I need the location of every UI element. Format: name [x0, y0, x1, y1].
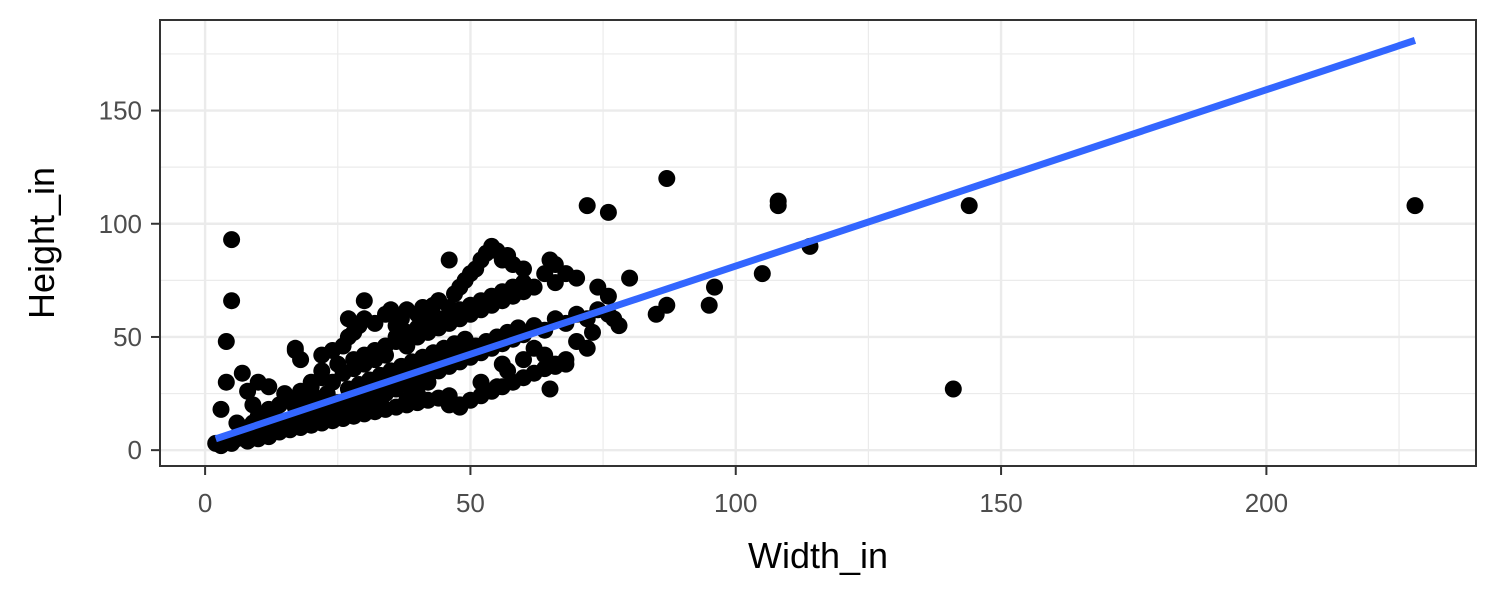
- data-point: [212, 400, 230, 418]
- data-point: [1406, 197, 1424, 215]
- data-point: [706, 278, 723, 296]
- data-point: [525, 278, 543, 296]
- data-point: [599, 287, 617, 305]
- data-point: [568, 333, 586, 350]
- x-tick-label: 100: [714, 488, 757, 518]
- data-point: [605, 310, 623, 328]
- panel-border: [159, 19, 1477, 467]
- data-point: [541, 380, 559, 398]
- data-point: [456, 330, 474, 348]
- data-point: [440, 251, 458, 269]
- data-point: [578, 197, 596, 215]
- data-point: [398, 391, 416, 409]
- data-point: [769, 197, 787, 215]
- x-tick-label: 150: [979, 488, 1022, 518]
- trend-line-group: [214, 37, 1417, 443]
- data-point: [286, 342, 304, 359]
- data-point: [223, 292, 241, 310]
- y-tick-label: 150: [99, 96, 142, 126]
- data-point: [753, 265, 771, 283]
- data-point: [557, 355, 575, 373]
- data-point: [217, 333, 235, 350]
- y-tick-label: 100: [99, 209, 142, 239]
- data-point: [223, 231, 241, 249]
- data-point: [700, 296, 718, 314]
- data-point: [472, 373, 490, 391]
- data-point: [515, 260, 532, 278]
- data-points: [207, 170, 1424, 455]
- data-point: [493, 355, 511, 373]
- data-point: [313, 346, 331, 364]
- data-point: [313, 362, 331, 380]
- x-axis-title: Width_in: [748, 535, 888, 576]
- x-tick-label: 0: [198, 488, 212, 518]
- data-point: [944, 380, 962, 398]
- data-point: [217, 373, 235, 391]
- y-tick-label: 50: [113, 322, 142, 352]
- y-axis-title: Height_in: [21, 167, 62, 319]
- minor-gridlines: [160, 20, 1476, 466]
- x-axis: 0 50 100 150 200: [198, 466, 1288, 518]
- data-point: [525, 339, 543, 357]
- data-point: [355, 292, 373, 310]
- data-point: [233, 364, 251, 382]
- data-point: [339, 310, 357, 328]
- data-point: [377, 346, 394, 364]
- data-point: [584, 323, 601, 341]
- data-point: [260, 378, 278, 396]
- y-tick-label: 0: [128, 435, 142, 465]
- x-tick-label: 50: [456, 488, 485, 518]
- data-point: [599, 203, 617, 221]
- data-point: [515, 351, 532, 369]
- data-point: [430, 292, 448, 310]
- data-point: [658, 296, 676, 314]
- x-tick-label: 200: [1245, 488, 1288, 518]
- data-point: [419, 373, 437, 391]
- data-point: [621, 269, 639, 287]
- y-axis: 0 50 100 150: [99, 96, 160, 465]
- data-point: [244, 396, 262, 414]
- data-point: [451, 398, 469, 416]
- major-gridlines: [160, 20, 1476, 466]
- data-point: [568, 269, 586, 287]
- trend-line: [214, 37, 1417, 443]
- data-point: [488, 378, 506, 396]
- data-point: [658, 170, 676, 187]
- data-point: [960, 197, 978, 215]
